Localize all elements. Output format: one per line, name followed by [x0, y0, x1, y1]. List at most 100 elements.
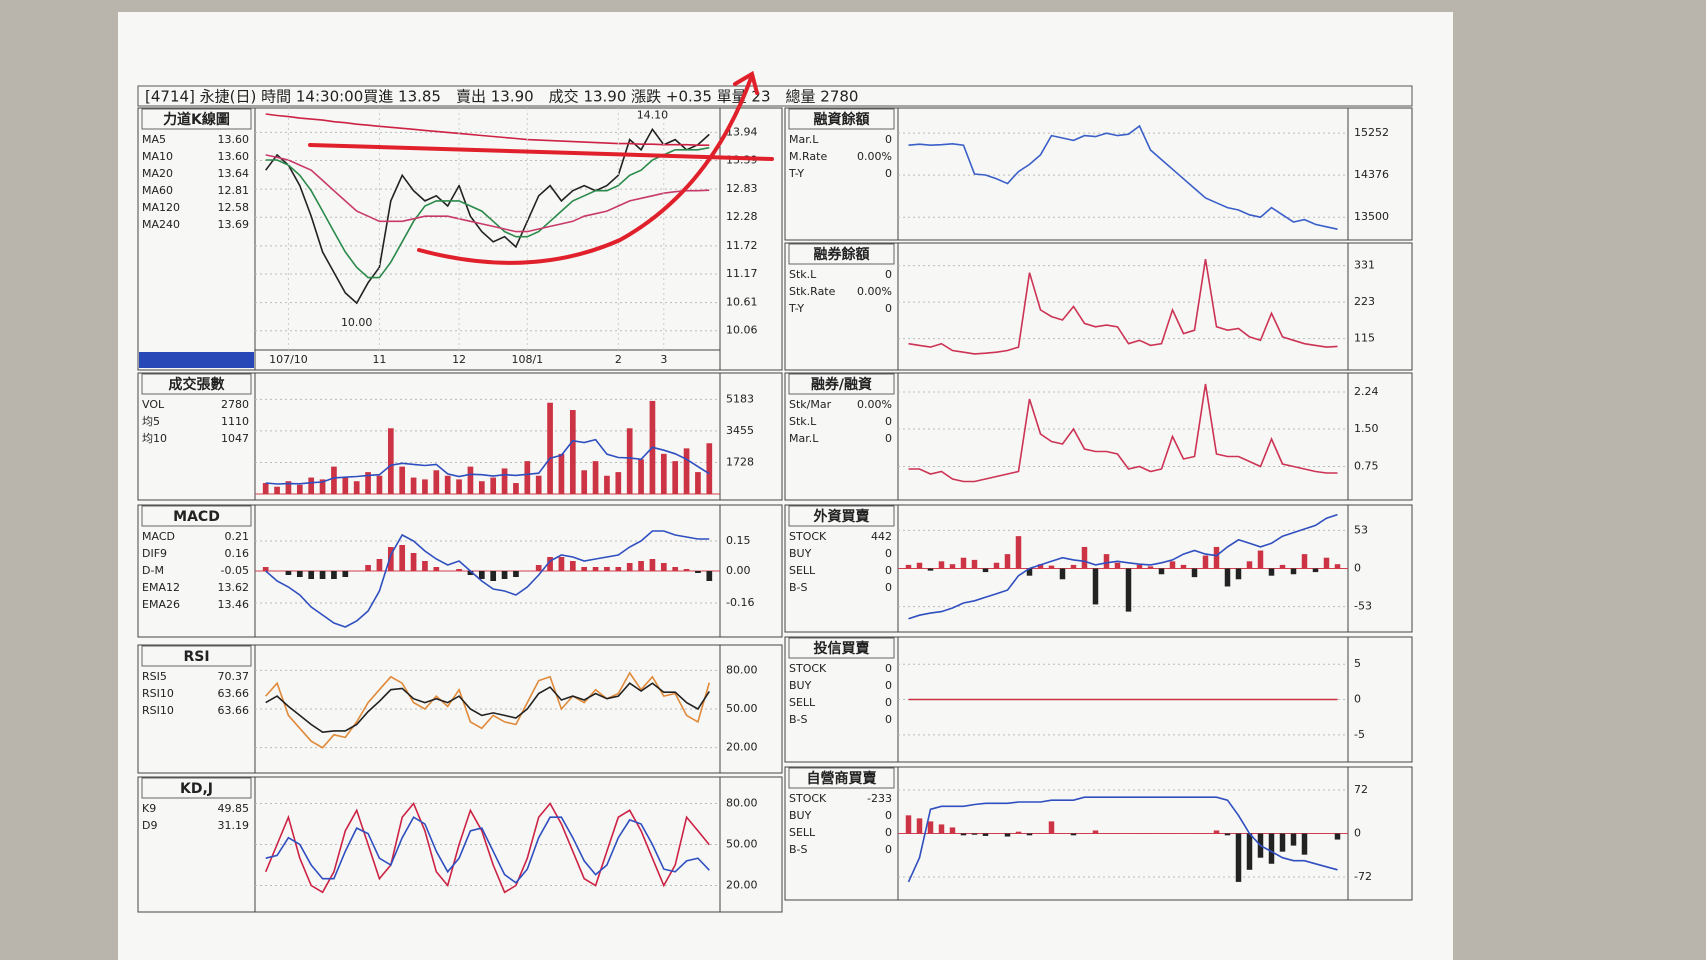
bar [285, 571, 292, 575]
panel-frame [137, 107, 783, 371]
bar [615, 567, 622, 571]
bar [1114, 562, 1121, 569]
y-tick-label: 50.00 [726, 702, 758, 715]
bar [1081, 833, 1088, 834]
bar [456, 479, 462, 494]
bar [1015, 536, 1022, 569]
legend-name: SELL [789, 564, 816, 577]
legend-name: MA20 [142, 167, 173, 180]
legend-name: K9 [142, 802, 156, 815]
series-line [908, 258, 1338, 355]
legend-value: 0 [885, 843, 892, 856]
bar [1180, 833, 1187, 834]
y-tick-label: 11.17 [726, 267, 758, 280]
bar [387, 428, 394, 494]
x-tick-label: 107/10 [269, 353, 308, 366]
legend-value: 0.00% [857, 285, 892, 298]
x-tick-label: 3 [660, 353, 667, 366]
y-tick-label: 15252 [1354, 126, 1389, 139]
panel-title: 融資餘額 [814, 111, 870, 128]
legend-name: Stk.L [789, 268, 817, 281]
bar [993, 562, 1000, 569]
bar [1279, 833, 1286, 852]
legend-name: BUY [789, 679, 812, 692]
bar [638, 561, 644, 571]
series-line [265, 146, 710, 279]
bar [1037, 833, 1044, 834]
bar [456, 569, 462, 571]
bar [547, 557, 553, 571]
bar [365, 472, 371, 494]
legend-value: 13.62 [218, 581, 250, 594]
legend-value: 13.46 [218, 598, 250, 611]
legend-name: MA120 [142, 201, 180, 214]
bar [905, 564, 912, 569]
y-tick-label: 10.61 [726, 296, 758, 309]
x-tick-label: 108/1 [511, 353, 543, 366]
bar [949, 827, 956, 834]
bar [1224, 568, 1231, 587]
bar [1213, 830, 1220, 834]
bar [1026, 833, 1033, 836]
legend-value: 0 [885, 167, 892, 180]
bar [982, 833, 989, 836]
y-tick-label: -72 [1354, 870, 1372, 883]
bar [1290, 568, 1297, 575]
bar [558, 453, 565, 494]
bar [592, 461, 599, 494]
bar [308, 571, 315, 579]
y-tick-label: -53 [1354, 600, 1372, 613]
legend-value: 13.64 [218, 167, 250, 180]
y-tick-label: 0.00 [726, 564, 751, 577]
bar [672, 461, 679, 494]
bar [376, 475, 383, 494]
series-line [908, 124, 1338, 230]
legend-value: 0 [885, 713, 892, 726]
panel-title: 融券/融資 [811, 376, 872, 393]
bar [399, 545, 406, 571]
bar [638, 459, 644, 494]
y-tick-label: 0 [1354, 562, 1361, 575]
legend-value: 13.60 [218, 133, 250, 146]
bar [569, 561, 576, 571]
bar [410, 553, 417, 571]
legend-name: Stk/Mar [789, 398, 832, 411]
bar [387, 547, 394, 571]
panel-frame [137, 776, 783, 913]
bar [683, 448, 690, 494]
bar [1092, 568, 1099, 605]
legend-name: Stk.Rate [789, 285, 836, 298]
bar [331, 466, 337, 494]
bar [1158, 833, 1165, 834]
y-tick-label: 5 [1354, 657, 1361, 670]
series-line [265, 682, 710, 734]
bar [649, 559, 656, 571]
legend-value: 0.16 [225, 547, 250, 560]
bar [683, 569, 690, 571]
legend-value: 2780 [221, 398, 249, 411]
legend-name: EMA26 [142, 598, 180, 611]
panel-title: 自營商買賣 [807, 770, 878, 787]
bar [376, 559, 383, 571]
series-line [265, 113, 710, 146]
bar [1169, 561, 1176, 569]
bar [938, 561, 945, 569]
title-box [141, 505, 252, 527]
legend-value: 0 [885, 826, 892, 839]
title-box [141, 373, 252, 395]
y-tick-label: 13500 [1354, 210, 1389, 223]
bar [592, 567, 599, 571]
legend-value: 442 [871, 530, 892, 543]
legend-name: MA5 [142, 133, 166, 146]
bar [1059, 568, 1066, 580]
bar [1136, 564, 1143, 569]
bar [308, 477, 315, 494]
bar [1169, 833, 1176, 834]
bar [1191, 568, 1198, 578]
bar [490, 477, 497, 494]
bar [319, 479, 326, 494]
bar [905, 815, 912, 834]
legend-name: B-S [789, 843, 808, 856]
bar [422, 479, 428, 494]
bar [547, 402, 553, 494]
